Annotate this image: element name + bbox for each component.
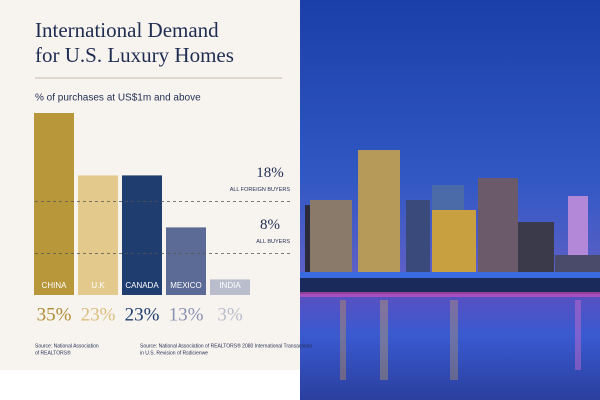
source: Source: National Association of REALTORS…	[140, 342, 312, 349]
bar	[166, 227, 206, 295]
bar	[122, 175, 162, 295]
value-label: 3%	[217, 304, 243, 325]
chart-title: International Demand	[35, 18, 219, 42]
value-label: 35%	[37, 304, 72, 325]
category-label: CHINA	[42, 281, 68, 290]
value-label: 13%	[169, 304, 204, 325]
bottom-band	[0, 370, 300, 400]
category-label: U.K	[91, 281, 105, 290]
source: in U.S. Revision of Rsdicienwe	[140, 350, 208, 356]
reference-value: 18%	[256, 165, 284, 181]
category-label: INDIA	[219, 281, 241, 290]
value-label: 23%	[81, 304, 116, 325]
bar	[210, 279, 250, 295]
bar	[34, 113, 74, 295]
source: Source: National Association	[35, 343, 99, 349]
category-label: MEXICO	[170, 281, 202, 290]
reference-label: ALL BUYERS	[256, 239, 290, 245]
chart-title: for U.S. Luxury Homes	[35, 43, 234, 67]
value-label: 23%	[125, 304, 160, 325]
city-photo	[300, 0, 600, 400]
bar	[78, 175, 118, 295]
category-label: CANADA	[125, 281, 159, 290]
subtitle: % of purchases at US$1m and above	[35, 93, 201, 104]
reference-label: ALL FOREIGN BUYERS	[230, 187, 291, 193]
source: of REALTORS®	[35, 349, 71, 356]
reference-value: 8%	[260, 217, 280, 233]
